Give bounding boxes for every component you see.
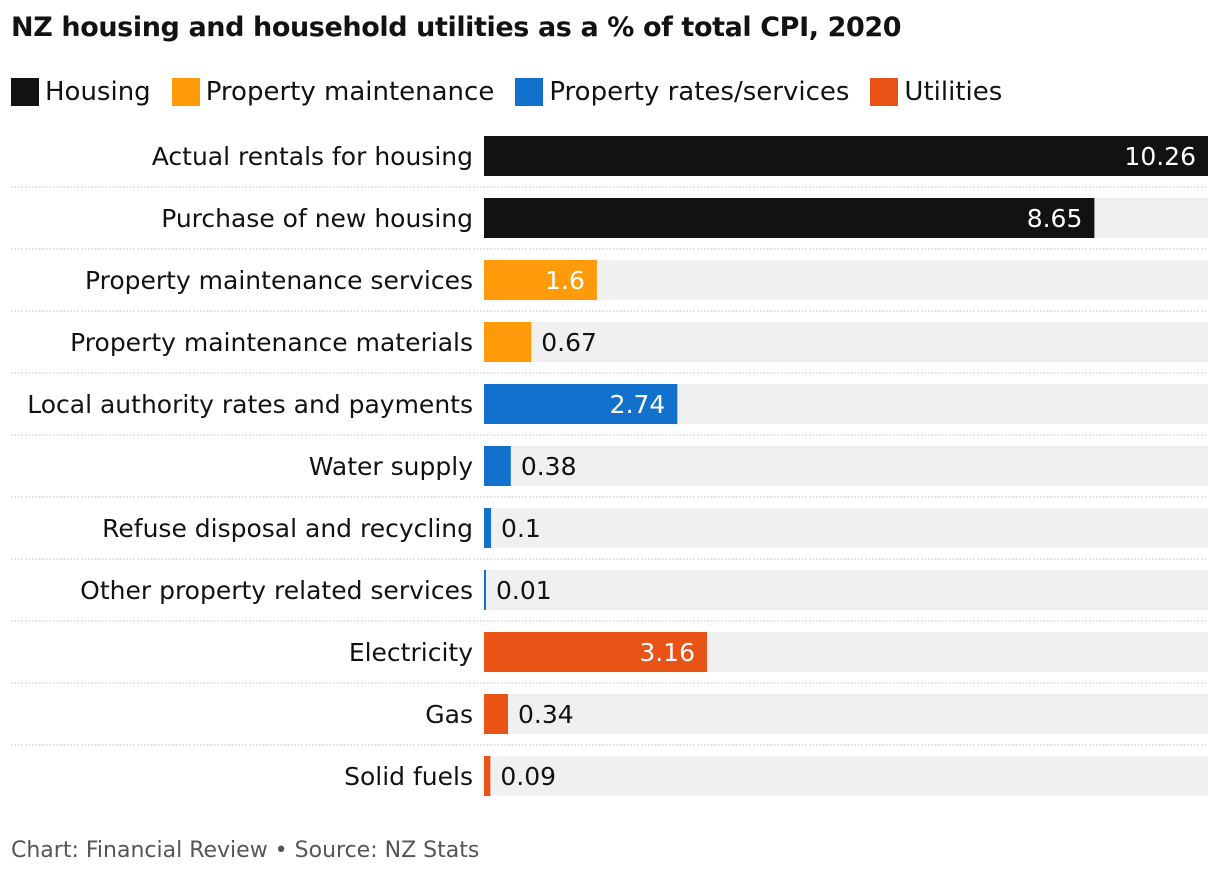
value-label: 0.34 bbox=[518, 700, 574, 729]
bar-row: Electricity 3.16 bbox=[11, 632, 1208, 684]
bar bbox=[484, 322, 532, 362]
category-label: Actual rentals for housing bbox=[152, 142, 473, 171]
chart-title: NZ housing and household utilities as a … bbox=[11, 12, 902, 43]
bar-row: Water supply 0.38 bbox=[11, 446, 1208, 498]
legend-swatch bbox=[515, 78, 544, 106]
category-label: Property maintenance services bbox=[85, 266, 473, 295]
bar-row: Refuse disposal and recycling 0.1 bbox=[11, 508, 1208, 560]
bar bbox=[484, 446, 511, 486]
bar-row: Purchase of new housing 8.65 bbox=[11, 198, 1208, 250]
bar bbox=[484, 198, 1095, 238]
category-label: Refuse disposal and recycling bbox=[102, 514, 473, 543]
value-label: 0.38 bbox=[521, 452, 577, 481]
legend-swatch bbox=[870, 78, 899, 106]
value-label: 0.1 bbox=[501, 514, 541, 543]
bar-track bbox=[484, 694, 1208, 734]
category-label: Electricity bbox=[349, 638, 473, 667]
category-label: Purchase of new housing bbox=[161, 204, 473, 233]
bar bbox=[484, 570, 486, 610]
value-label: 1.6 bbox=[545, 266, 585, 295]
legend-item: Property maintenance bbox=[171, 77, 495, 107]
bar-row: Gas 0.34 bbox=[11, 694, 1208, 746]
bar bbox=[484, 136, 1208, 176]
value-label: 10.26 bbox=[1124, 142, 1196, 171]
value-label: 0.09 bbox=[500, 762, 556, 791]
bar bbox=[484, 508, 492, 548]
value-label: 2.74 bbox=[610, 390, 666, 419]
value-label: 3.16 bbox=[639, 638, 695, 667]
legend-item: Property rates/services bbox=[515, 77, 849, 107]
bar-track bbox=[484, 570, 1208, 610]
legend-label: Housing bbox=[45, 77, 151, 107]
category-label: Local authority rates and payments bbox=[27, 390, 473, 419]
legend-item: Housing bbox=[11, 77, 151, 107]
legend-label: Utilities bbox=[904, 77, 1003, 107]
bar-track bbox=[484, 260, 1208, 300]
chart-legend: Housing Property maintenance Property rate… bbox=[11, 74, 1023, 110]
category-label: Other property related services bbox=[80, 576, 473, 605]
bar-row: Local authority rates and payments 2.74 bbox=[11, 384, 1208, 436]
value-label: 0.67 bbox=[541, 328, 597, 357]
legend-label: Property rates/services bbox=[549, 77, 850, 107]
category-label: Solid fuels bbox=[344, 762, 473, 791]
bar bbox=[484, 260, 597, 300]
legend-swatch bbox=[11, 78, 39, 106]
bar-row: Actual rentals for housing 10.26 bbox=[11, 136, 1208, 188]
category-label: Water supply bbox=[309, 452, 473, 481]
category-label: Gas bbox=[425, 700, 473, 729]
bar bbox=[484, 632, 707, 672]
value-label: 0.01 bbox=[496, 576, 552, 605]
bar bbox=[484, 384, 678, 424]
legend-swatch bbox=[171, 78, 200, 106]
bar-track bbox=[484, 756, 1208, 796]
bar-track bbox=[484, 508, 1208, 548]
bar bbox=[484, 756, 491, 796]
bar-track bbox=[484, 322, 1208, 362]
legend-label: Property maintenance bbox=[205, 77, 495, 107]
bar-track bbox=[484, 446, 1208, 486]
legend-item: Utilities bbox=[870, 77, 1002, 107]
bar-row: Property maintenance materials 0.67 bbox=[11, 322, 1208, 374]
value-label: 8.65 bbox=[1027, 204, 1083, 233]
category-label: Property maintenance materials bbox=[70, 328, 473, 357]
bar-row: Other property related services 0.01 bbox=[11, 570, 1208, 622]
bar-row: Solid fuels 0.09 bbox=[344, 756, 1208, 796]
chart-source-footer: Chart: Financial Review • Source: NZ Sta… bbox=[11, 838, 480, 863]
bar-row: Property maintenance services 1.6 bbox=[11, 260, 1208, 312]
bar bbox=[484, 694, 508, 734]
